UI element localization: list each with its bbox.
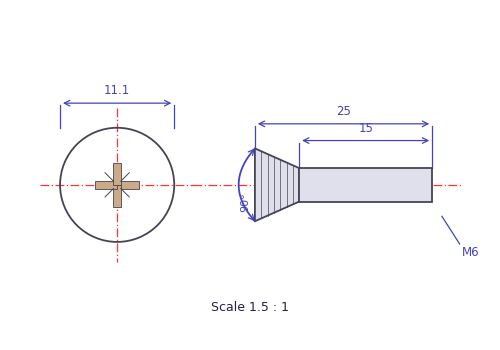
- Polygon shape: [299, 168, 432, 202]
- Polygon shape: [96, 181, 117, 189]
- Polygon shape: [255, 148, 299, 221]
- Polygon shape: [114, 185, 121, 206]
- Polygon shape: [117, 181, 139, 189]
- Text: 11.1: 11.1: [104, 84, 130, 97]
- Text: 90°: 90°: [240, 193, 250, 212]
- Text: 25: 25: [336, 105, 351, 118]
- Text: Scale 1.5 : 1: Scale 1.5 : 1: [211, 301, 289, 314]
- Polygon shape: [114, 163, 121, 185]
- Text: M6: M6: [462, 246, 479, 259]
- Text: 15: 15: [358, 122, 373, 135]
